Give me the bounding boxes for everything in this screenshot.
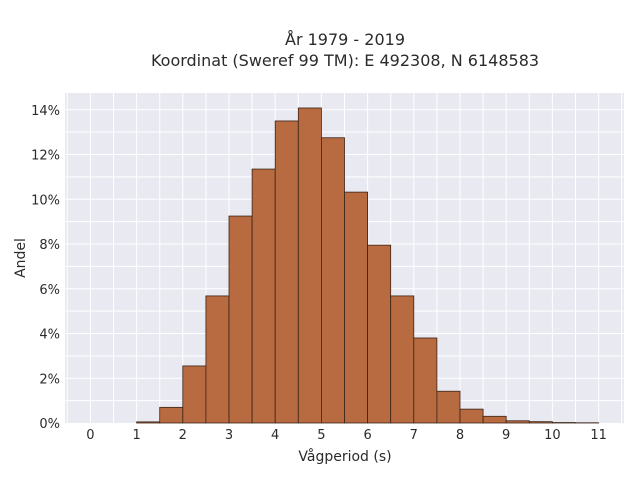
- y-tick-label: 8%: [39, 238, 60, 253]
- y-tick-label: 10%: [31, 193, 60, 208]
- x-tick-label: 1: [132, 428, 140, 443]
- x-tick-label: 4: [271, 428, 279, 443]
- y-tick-label: 14%: [31, 104, 60, 119]
- y-tick-label: 0%: [39, 417, 60, 432]
- histogram-bar: [528, 421, 553, 424]
- y-axis-label: Andel: [13, 238, 29, 278]
- x-axis-label: Vågperiod (s): [298, 448, 391, 465]
- histogram-bar: [205, 295, 230, 424]
- histogram-bar: [482, 415, 507, 424]
- histogram-bar: [228, 215, 253, 424]
- histogram-bar: [413, 337, 438, 424]
- x-tick-label: 2: [179, 428, 187, 443]
- x-tick-label: 10: [544, 428, 561, 443]
- bars: [136, 107, 599, 424]
- histogram-bar: [505, 420, 530, 424]
- x-tick-label: 7: [410, 428, 418, 443]
- x-tick-label: 11: [590, 428, 607, 443]
- y-tick-label: 4%: [39, 328, 60, 343]
- histogram-bar: [321, 137, 345, 424]
- x-tick-label: 3: [225, 428, 233, 443]
- chart-subtitle: Koordinat (Sweref 99 TM): E 492308, N 61…: [151, 51, 539, 70]
- histogram-bar: [459, 408, 484, 424]
- x-tick-label: 6: [363, 428, 371, 443]
- histogram-bar: [367, 244, 392, 424]
- x-tick-label: 9: [502, 428, 510, 443]
- histogram-bar: [182, 365, 207, 424]
- y-tick-label: 2%: [39, 372, 60, 387]
- chart-title: År 1979 - 2019: [285, 30, 405, 49]
- y-axis-ticks: 0% 2% 4% 6% 8% 10% 12% 14%: [31, 104, 60, 432]
- histogram-bar: [297, 107, 322, 424]
- y-tick-label: 12%: [31, 149, 60, 164]
- x-tick-label: 5: [317, 428, 325, 443]
- histogram-bar: [436, 390, 461, 424]
- histogram-bar: [390, 295, 415, 424]
- histogram-bar: [274, 120, 299, 424]
- histogram-bar: [159, 406, 184, 424]
- histogram-bar: [251, 168, 276, 424]
- x-tick-label: 8: [456, 428, 464, 443]
- x-tick-label: 0: [86, 428, 94, 443]
- histogram-bar: [136, 421, 161, 424]
- x-axis-ticks: 0 1 2 3 4 5 6 7 8 9 10 11: [86, 428, 607, 443]
- y-tick-label: 6%: [39, 283, 60, 298]
- histogram-bar: [344, 191, 368, 424]
